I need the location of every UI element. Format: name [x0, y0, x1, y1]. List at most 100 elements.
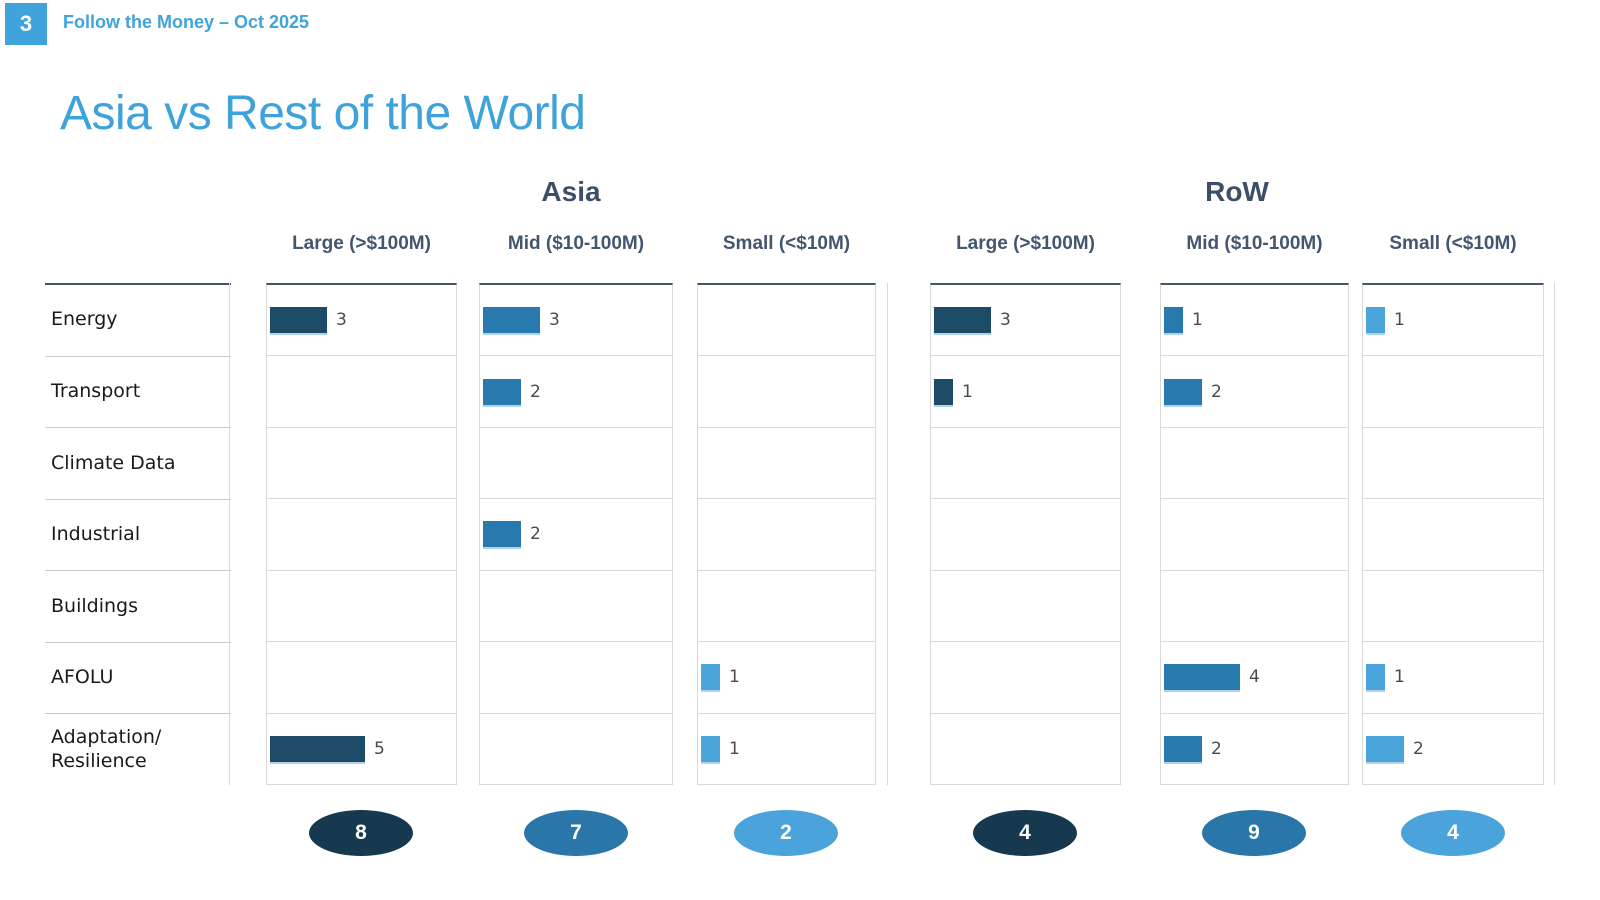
total-badge-row-mid: 9: [1202, 810, 1306, 856]
chart-cell-climate-data-asia-small-10m: [698, 428, 875, 500]
bar-value: 3: [549, 310, 560, 331]
row-label-industrial: Industrial: [45, 498, 231, 571]
bar-value: 2: [1211, 738, 1222, 759]
bar: [483, 521, 521, 548]
bar-value: 1: [1394, 667, 1405, 688]
bar-value: 2: [1211, 381, 1222, 402]
page-number-badge: 3: [5, 3, 47, 45]
grid-vline: [229, 283, 230, 785]
total-badge-row-small: 4: [1401, 810, 1505, 856]
bar-value: 2: [1413, 738, 1424, 759]
chart-cell-adaptation-resilience-row-large-100m: [931, 714, 1120, 785]
chart-cell-industrial-asia-large-100m: [267, 499, 456, 571]
chart-cell-afolu-row-large-100m: [931, 642, 1120, 714]
bar: [1164, 664, 1240, 691]
column-header-row-small: Small (<$10M): [1389, 233, 1517, 254]
row-label-energy: Energy: [51, 308, 118, 331]
bar: [1164, 378, 1202, 405]
bar: [270, 307, 327, 334]
row-label-transport: Transport: [45, 355, 231, 428]
bar: [1366, 307, 1385, 334]
group-header-row: RoW: [1205, 176, 1269, 207]
slide-title: Asia vs Rest of the World: [60, 87, 586, 140]
deck-title: Follow the Money – Oct 2025: [63, 12, 310, 32]
chart-cell-afolu-row-small-10m: 1: [1363, 642, 1543, 714]
bar: [1164, 307, 1183, 334]
column-header-asia-mid: Mid ($10-100M): [507, 233, 645, 254]
bar-value: 1: [729, 738, 740, 759]
chart-cell-energy-asia-mid-10-100m: 3: [480, 285, 672, 357]
bar-value: 1: [729, 667, 740, 688]
chart-cell-afolu-asia-mid-10-100m: [480, 642, 672, 714]
bar-value: 3: [336, 310, 347, 331]
chart-cell-transport-asia-large-100m: [267, 356, 456, 428]
chart-cell-buildings-row-large-100m: [931, 571, 1120, 643]
column-header-asia-large: Large (>$100M): [292, 233, 431, 254]
chart-cell-transport-row-small-10m: [1363, 356, 1543, 428]
bar: [1366, 735, 1404, 762]
chart-cell-energy-row-small-10m: 1: [1363, 285, 1543, 357]
bar-value: 2: [530, 381, 541, 402]
bar: [934, 307, 991, 334]
total-badge-asia-mid: 7: [524, 810, 628, 856]
chart-cell-industrial-asia-small-10m: [698, 499, 875, 571]
row-label-buildings: Buildings: [45, 570, 231, 642]
row-label-adaptation-resilience: Adaptation/ Resilience: [45, 713, 231, 785]
chart-cell-transport-row-large-100m: 1: [931, 356, 1120, 428]
chart-cell-buildings-asia-mid-10-100m: [480, 571, 672, 643]
chart-cell-energy-asia-large-100m: 3: [267, 285, 456, 357]
row-label-climate-data: Climate Data: [45, 427, 231, 499]
chart-cell-afolu-row-mid-10-100m: 4: [1161, 642, 1348, 714]
chart-column-asia-mid-10-100m: 3 2 2: [479, 283, 673, 785]
bar: [270, 735, 365, 762]
chart-cell-industrial-row-large-100m: [931, 499, 1120, 571]
chart-cell-climate-data-row-mid-10-100m: [1161, 428, 1348, 500]
bar-value: 3: [1000, 310, 1011, 331]
chart-cell-energy-asia-small-10m: [698, 285, 875, 357]
chart-column-row-mid-10-100m: 1 2 4 2: [1160, 283, 1349, 785]
chart-cell-industrial-row-mid-10-100m: [1161, 499, 1348, 571]
chart-cell-adaptation-resilience-row-small-10m: 2: [1363, 714, 1543, 785]
grid-vline: [1554, 283, 1555, 785]
bar-value: 1: [962, 381, 973, 402]
chart-cell-adaptation-resilience-asia-small-10m: 1: [698, 714, 875, 785]
chart-cell-buildings-asia-small-10m: [698, 571, 875, 643]
bar: [701, 735, 720, 762]
chart-cell-industrial-asia-mid-10-100m: 2: [480, 499, 672, 571]
bar: [1164, 735, 1202, 762]
bar: [934, 378, 953, 405]
chart-cell-afolu-asia-large-100m: [267, 642, 456, 714]
chart-cell-climate-data-row-large-100m: [931, 428, 1120, 500]
bar-value: 5: [374, 738, 385, 759]
column-header-asia-small: Small (<$10M): [722, 233, 851, 254]
chart-cell-buildings-row-small-10m: [1363, 571, 1543, 643]
column-header-row-mid: Mid ($10-100M): [1186, 233, 1323, 254]
bar-value: 1: [1394, 310, 1405, 331]
chart-cell-transport-asia-small-10m: [698, 356, 875, 428]
bar: [1366, 664, 1385, 691]
grid-vline: [887, 283, 888, 785]
chart-column-row-small-10m: 1 1 2: [1362, 283, 1544, 785]
chart-cell-adaptation-resilience-row-mid-10-100m: 2: [1161, 714, 1348, 785]
total-badge-asia-small: 2: [734, 810, 838, 856]
bar-value: 4: [1249, 667, 1260, 688]
bar: [701, 664, 720, 691]
total-badge-row-large: 4: [973, 810, 1077, 856]
column-header-row-large: Large (>$100M): [956, 233, 1095, 254]
chart-cell-transport-row-mid-10-100m: 2: [1161, 356, 1348, 428]
category-label-column: Energy Transport Climate Data Industrial Bui…: [45, 283, 231, 785]
chart-cell-transport-asia-mid-10-100m: 2: [480, 356, 672, 428]
chart-cell-buildings-row-mid-10-100m: [1161, 571, 1348, 643]
chart-cell-climate-data-asia-large-100m: [267, 428, 456, 500]
chart-cell-adaptation-resilience-asia-mid-10-100m: [480, 714, 672, 785]
total-badge-asia-large: 8: [309, 810, 413, 856]
chart-cell-energy-row-large-100m: 3: [931, 285, 1120, 357]
bar-value: 2: [530, 524, 541, 545]
group-header-asia: Asia: [541, 176, 601, 207]
chart-cell-climate-data-row-small-10m: [1363, 428, 1543, 500]
chart-cell-buildings-asia-large-100m: [267, 571, 456, 643]
